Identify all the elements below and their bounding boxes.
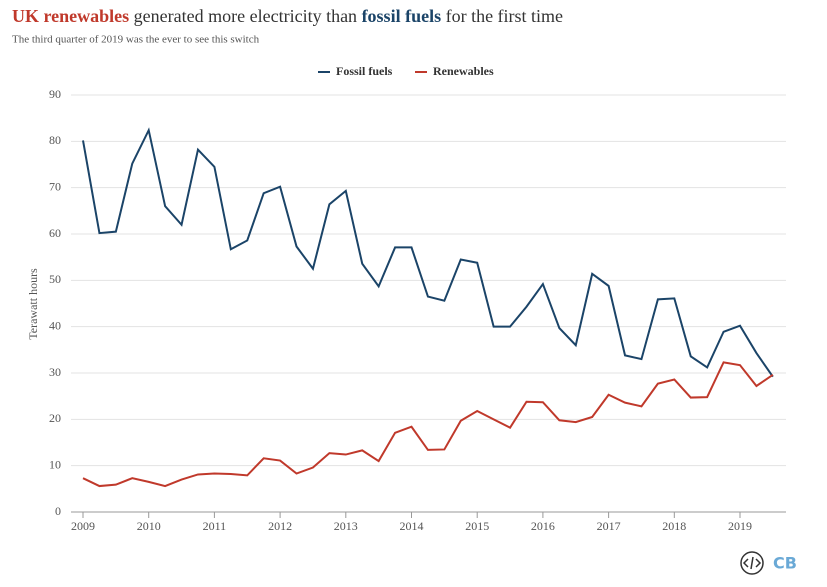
x-tick-label: 2019 (728, 519, 752, 533)
y-tick-label: 60 (49, 226, 61, 240)
title-part: generated more electricity than (129, 6, 361, 26)
y-tick-label: 40 (49, 318, 61, 332)
y-axis-label: Terawatt hours (26, 268, 40, 340)
series-line (82, 127, 774, 378)
title-part: UK renewables (12, 6, 129, 26)
y-tick-label: 20 (49, 411, 61, 425)
series-line (82, 361, 774, 488)
y-tick-label: 10 (49, 457, 61, 471)
x-tick-label: 2009 (71, 519, 95, 533)
x-tick-label: 2010 (137, 519, 161, 533)
x-tick-label: 2017 (597, 519, 621, 533)
y-tick-label: 30 (49, 365, 61, 379)
x-tick-label: 2015 (465, 519, 489, 533)
y-tick-label: 70 (49, 179, 61, 193)
logo: CB (773, 554, 797, 573)
y-tick-label: 0 (55, 504, 61, 518)
x-tick-label: 2014 (400, 519, 424, 533)
y-tick-label: 90 (49, 87, 61, 101)
x-tick-label: 2011 (203, 519, 227, 533)
embed-icon (740, 551, 764, 575)
chart-title: UK renewables generated more electricity… (12, 6, 563, 26)
title-part: fossil fuels (362, 6, 442, 26)
chart-subtitle: The third quarter of 2019 was the ever t… (12, 34, 260, 46)
legend-label: Renewables (433, 64, 494, 78)
x-tick-label: 2013 (334, 519, 358, 533)
x-tick-label: 2016 (531, 519, 555, 533)
y-tick-label: 50 (49, 272, 61, 286)
title-part: for the first time (441, 6, 563, 26)
x-tick-label: 2018 (662, 519, 686, 533)
x-tick-label: 2012 (268, 519, 292, 533)
legend-label: Fossil fuels (336, 64, 393, 78)
y-tick-label: 80 (49, 133, 61, 147)
